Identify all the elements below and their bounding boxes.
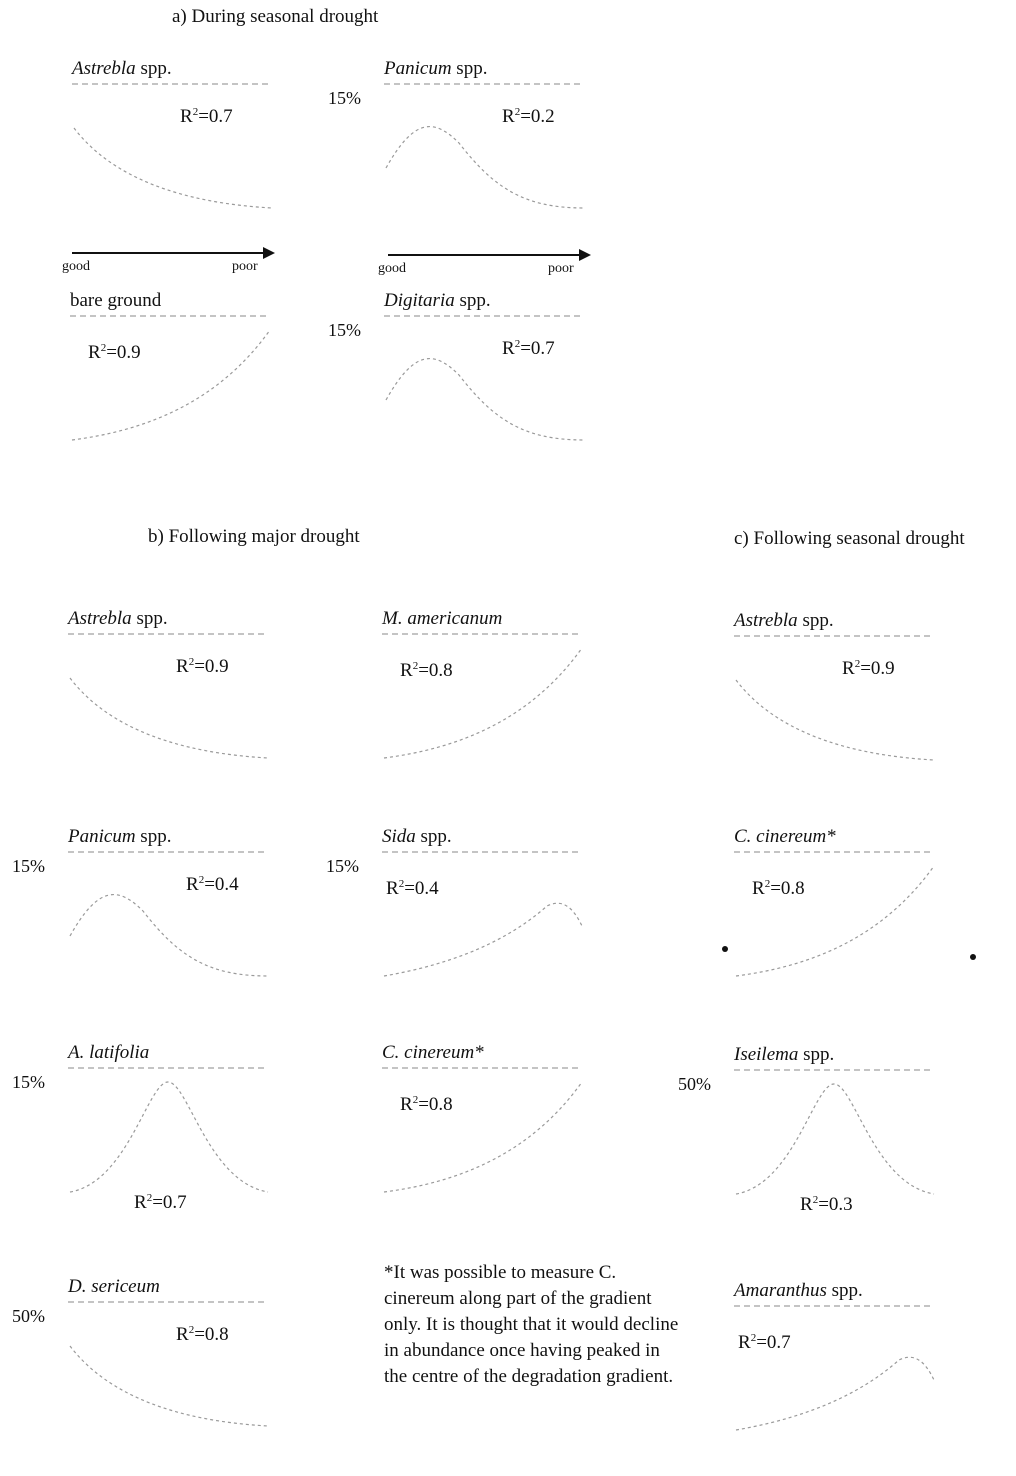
response-curve — [382, 851, 583, 977]
response-curve — [734, 1069, 935, 1195]
r-squared-label: R2=0.9 — [88, 342, 141, 363]
section-heading-b: b) Following major drought — [148, 526, 360, 547]
r-squared-label: R2=0.8 — [176, 1324, 229, 1345]
panel-c4: Amaranthus spp. R2=0.7 — [734, 1280, 944, 1460]
response-curve — [72, 83, 273, 209]
panel-title: Astrebla spp. — [72, 58, 172, 79]
panel-title: A. latifolia — [68, 1042, 150, 1063]
response-curve — [70, 315, 271, 441]
r-squared-label: R2=0.9 — [176, 656, 229, 677]
axis-max-label: 15% — [12, 1072, 45, 1092]
axis-max-label: 15% — [328, 88, 361, 108]
r-squared-label: R2=0.7 — [738, 1332, 791, 1353]
panel-title: Iseilema spp. — [734, 1044, 835, 1065]
panel-c3: Iseilema spp. R2=0.3 50% — [678, 1044, 944, 1224]
abundance-curve — [383, 902, 583, 977]
panel-title: Digitaria spp. — [384, 290, 491, 311]
response-curve — [734, 635, 935, 761]
r-squared-label: R2=0.8 — [400, 1094, 453, 1115]
abundance-curve — [385, 358, 585, 441]
panel-b3: Panicum spp. R2=0.4 15% — [12, 826, 278, 1006]
abundance-curve — [69, 1345, 269, 1427]
panel-title: C. cinereum* — [382, 1042, 484, 1063]
response-curve — [734, 851, 935, 977]
r-squared-label: R2=0.9 — [842, 658, 895, 679]
r-squared-label: R2=0.3 — [800, 1194, 853, 1215]
response-curve — [68, 1067, 269, 1193]
r-squared-label: R2=0.7 — [180, 106, 233, 127]
panel-a1: Astrebla spp. R2=0.7 — [72, 58, 282, 238]
axis-max-label: 15% — [328, 320, 361, 340]
abundance-curve — [385, 126, 585, 209]
panel-title: C. cinereum* — [734, 826, 836, 847]
panel-a3: bare ground R2=0.9 — [70, 290, 280, 470]
response-curve — [382, 1067, 583, 1193]
r-squared-label: R2=0.8 — [752, 878, 805, 899]
r-squared-label: R2=0.8 — [400, 660, 453, 681]
abundance-curve — [735, 865, 935, 977]
abundance-curve — [735, 1083, 935, 1195]
panel-b1: Astrebla spp. R2=0.9 — [68, 608, 278, 788]
panel-a4: Digitaria spp. R2=0.7 15% — [328, 290, 594, 470]
abundance-curve — [735, 679, 935, 761]
abundance-curve — [735, 1356, 935, 1431]
response-curve — [384, 83, 585, 209]
panel-c2: C. cinereum* R2=0.8 — [734, 826, 944, 1006]
panel-b7: D. sericeum R2=0.8 50% — [12, 1276, 278, 1456]
response-curve — [384, 315, 585, 441]
panel-title: bare ground — [70, 290, 162, 311]
gradient-poor-label-2: poor — [548, 261, 574, 276]
r-squared-label: R2=0.2 — [502, 106, 555, 127]
response-curve — [734, 1305, 935, 1431]
panel-a2: Panicum spp. R2=0.2 15% — [328, 58, 594, 238]
panel-b4: Sida spp. R2=0.4 15% — [326, 826, 592, 1006]
response-curve — [68, 633, 269, 759]
axis-max-label: 15% — [326, 856, 359, 876]
abundance-curve — [69, 1081, 269, 1193]
gradient-good-label-1: good — [62, 259, 90, 274]
r-squared-label: R2=0.4 — [386, 878, 439, 899]
response-curve — [68, 851, 269, 977]
panel-title: Panicum spp. — [68, 826, 172, 847]
response-curve — [382, 633, 583, 759]
section-heading-a: a) During seasonal drought — [172, 6, 379, 27]
r-squared-label: R2=0.4 — [186, 874, 239, 895]
panel-title: D. sericeum — [68, 1276, 160, 1297]
axis-max-label: 50% — [12, 1306, 45, 1326]
gradient-poor-label-1: poor — [232, 259, 258, 274]
panel-title: Astrebla spp. — [734, 610, 834, 631]
marker-dot — [970, 954, 976, 960]
panel-title: Sida spp. — [382, 826, 452, 847]
panel-c1: Astrebla spp. R2=0.9 — [734, 610, 944, 790]
panel-title: Panicum spp. — [384, 58, 488, 79]
footnote: *It was possible to measure C. cinereum … — [384, 1262, 679, 1387]
r-squared-label: R2=0.7 — [134, 1192, 187, 1213]
panel-title: Astrebla spp. — [68, 608, 168, 629]
panel-title: M. americanum — [382, 608, 503, 629]
panel-b5: A. latifolia R2=0.7 15% — [12, 1042, 278, 1222]
gradient-arrow-1 — [72, 247, 275, 259]
axis-max-label: 50% — [678, 1074, 711, 1094]
abundance-curve — [383, 647, 583, 759]
marker-dot — [722, 946, 728, 952]
panel-b2: M. americanum R2=0.8 — [382, 608, 592, 788]
panel-b6: C. cinereum* R2=0.8 — [382, 1042, 592, 1222]
abundance-curve — [71, 329, 271, 441]
gradient-arrow-2 — [388, 249, 591, 261]
abundance-curve — [383, 1081, 583, 1193]
axis-max-label: 15% — [12, 856, 45, 876]
response-curve — [68, 1301, 269, 1427]
section-heading-c: c) Following seasonal drought — [734, 528, 965, 549]
abundance-curve — [69, 894, 269, 977]
r-squared-label: R2=0.7 — [502, 338, 555, 359]
gradient-good-label-2: good — [378, 261, 406, 276]
abundance-curve — [73, 127, 273, 209]
panel-title: Amaranthus spp. — [734, 1280, 863, 1301]
abundance-curve — [69, 677, 269, 759]
